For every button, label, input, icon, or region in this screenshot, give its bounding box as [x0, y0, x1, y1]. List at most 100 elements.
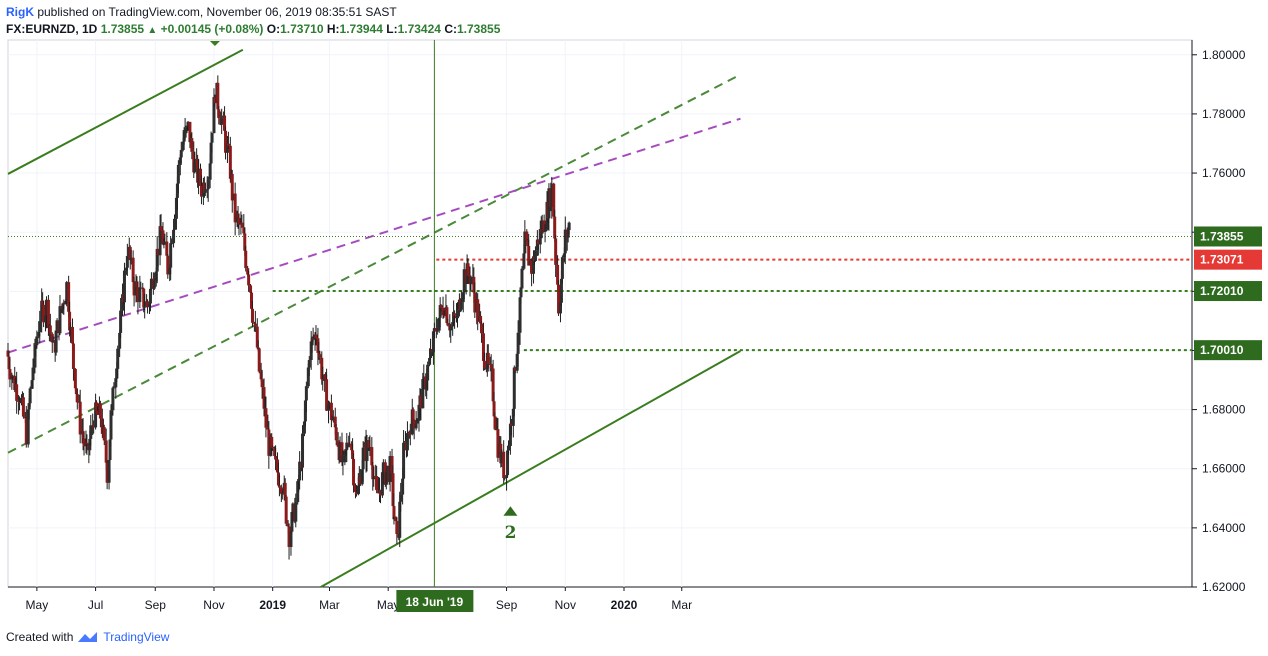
candle-body — [199, 185, 203, 197]
candle-body — [301, 433, 305, 468]
candle-body — [174, 197, 178, 219]
date-tag-label: 18 Jun '19 — [406, 595, 464, 609]
candle-body — [116, 348, 120, 369]
candle-body — [449, 326, 453, 331]
candle-body — [92, 425, 96, 428]
candle-body — [54, 332, 58, 353]
candle-body — [74, 388, 78, 395]
candle-body — [310, 338, 314, 342]
created-with-text: Created with — [6, 630, 74, 644]
candle-body — [246, 268, 250, 275]
candle-body — [327, 404, 331, 411]
candle-body — [462, 269, 466, 293]
candle-body — [257, 348, 261, 372]
candle-body — [173, 218, 177, 230]
candle-body — [515, 353, 519, 371]
candle-body — [6, 350, 10, 357]
candle-body — [365, 440, 369, 461]
candle-body — [307, 360, 311, 368]
author-link[interactable]: RigK — [6, 5, 34, 19]
candle-body — [107, 459, 111, 483]
x-tick-label: 2019 — [259, 598, 286, 612]
candle-body — [216, 82, 220, 110]
candle-body — [492, 401, 496, 417]
candle-body — [224, 130, 228, 153]
candle-body — [228, 145, 232, 179]
candle-body — [505, 475, 509, 478]
candle-body — [279, 487, 283, 494]
candle-body — [148, 288, 152, 304]
candle-body — [188, 121, 192, 143]
candle-body — [67, 282, 71, 312]
candle-body — [24, 418, 28, 445]
candle-body — [395, 520, 399, 534]
candle-body — [259, 371, 263, 380]
candle-body — [390, 455, 394, 474]
candle-body — [557, 284, 561, 314]
candle-body — [8, 369, 12, 380]
candle-body — [212, 97, 216, 134]
candle-body — [547, 188, 551, 219]
candle-body — [550, 183, 554, 207]
candle-body — [455, 309, 459, 319]
footer: Created with TradingView — [6, 630, 169, 644]
tradingview-brand[interactable]: TradingView — [103, 630, 170, 644]
candle-body — [296, 481, 300, 503]
candle-body — [40, 300, 44, 322]
candle-body — [131, 257, 135, 283]
up-triangle-icon — [503, 506, 518, 516]
candle-body — [17, 400, 21, 402]
candle-body — [482, 360, 486, 369]
candle-body — [509, 423, 513, 426]
candle-body — [108, 439, 112, 460]
candle-body — [208, 163, 212, 180]
candle-body — [23, 416, 27, 419]
low-value: 1.73424 — [397, 22, 441, 36]
up-arrow-icon: ▲ — [147, 25, 158, 36]
candle-body — [513, 367, 517, 371]
candle-body — [290, 511, 294, 532]
candle-body — [303, 400, 307, 422]
candle-body — [181, 141, 185, 150]
symbol-label[interactable]: FX:EURNZD, 1D — [6, 22, 98, 36]
candle-body — [417, 404, 421, 421]
candle-body — [479, 315, 483, 324]
candle-body — [283, 482, 287, 497]
candle-body — [260, 379, 264, 388]
candle-body — [384, 472, 388, 485]
candle-body — [230, 174, 234, 201]
x-tick-label: 2020 — [611, 598, 638, 612]
candle-body — [314, 334, 318, 339]
candle-body — [250, 292, 254, 309]
candle-body — [154, 271, 158, 281]
candle-body — [109, 410, 113, 440]
candle-body — [291, 503, 295, 512]
publish-info: RigK published on TradingView.com, Novem… — [6, 4, 500, 21]
candle-body — [30, 380, 34, 389]
candle-body — [370, 447, 374, 466]
candle-body — [71, 343, 75, 369]
candle-body — [352, 458, 356, 486]
candle-body — [270, 436, 274, 447]
candle-body — [435, 330, 439, 332]
candle-body — [345, 442, 349, 450]
candle-body — [183, 127, 187, 138]
candle-body — [185, 125, 189, 128]
candle-body — [48, 325, 52, 334]
candle-body — [264, 408, 268, 428]
candle-body — [156, 248, 160, 256]
x-tick-label: Nov — [555, 598, 576, 612]
candle-body — [523, 231, 527, 254]
candle-body — [422, 376, 426, 380]
candle-body — [522, 253, 526, 269]
change-value: +0.00145 (+0.08%) — [160, 22, 264, 36]
candle-body — [114, 378, 118, 388]
candle-body — [553, 216, 557, 239]
price-tag-label: 1.73855 — [1200, 229, 1244, 243]
y-tick-label: 1.66000 — [1202, 462, 1246, 476]
candle-body — [139, 287, 143, 289]
candle-body — [134, 281, 138, 296]
candle-body — [249, 285, 253, 293]
candle-body — [535, 239, 539, 251]
